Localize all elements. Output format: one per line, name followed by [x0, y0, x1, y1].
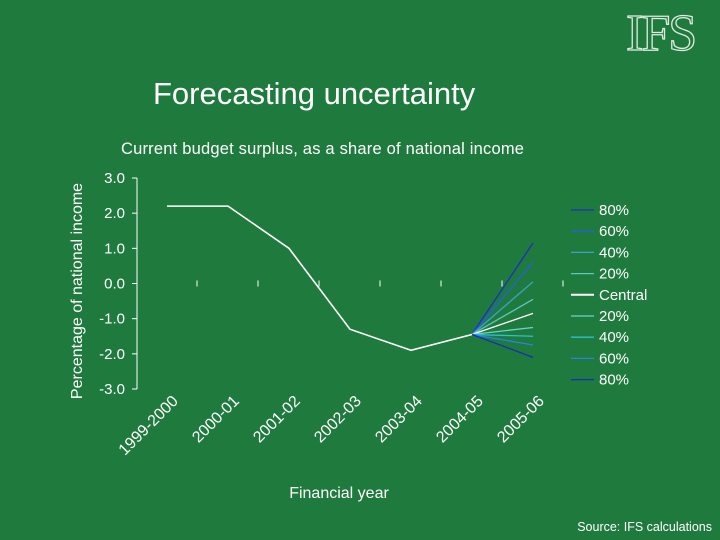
legend-label: 20%	[599, 308, 629, 325]
y-tick-label: 2.0	[104, 205, 125, 222]
ifs-logo: IFS	[625, 5, 697, 62]
slide-title: Forecasting uncertainty	[153, 76, 476, 111]
fan-line-1	[471, 261, 534, 335]
x-tick-label: 2003-04	[372, 393, 426, 447]
fan-line-4	[471, 312, 534, 336]
legend-label: 80%	[599, 372, 629, 389]
y-axis-title: Percentage of national income	[69, 183, 86, 399]
legend-label: 60%	[599, 223, 629, 240]
source-note: Source: IFS calculations	[577, 520, 712, 534]
fan-line-3	[471, 298, 534, 336]
x-tick-label: 2002-03	[311, 393, 365, 447]
chart-legend: 80% 60% 40% 20% Central 20% 40% 60% 80%	[571, 202, 647, 389]
chart-lines	[167, 205, 534, 358]
legend-label: Central	[599, 287, 647, 304]
legend-label: 60%	[599, 350, 629, 367]
y-tick-label: -1.0	[99, 311, 125, 328]
y-tick-label: -2.0	[99, 346, 125, 363]
fan-line-7	[471, 333, 534, 346]
y-tick-label: 3.0	[104, 170, 125, 187]
fan-line-5	[471, 326, 534, 336]
y-tick-label: 0.0	[104, 276, 125, 293]
x-tick-label: 2001-02	[250, 393, 304, 447]
fan-line-2	[471, 281, 534, 335]
fan-line-0	[471, 242, 534, 335]
fan-line-6	[471, 333, 534, 337]
chart-subtitle: Current budget surplus, as a share of na…	[121, 140, 525, 158]
legend-label: 40%	[599, 244, 629, 261]
legend-label: 20%	[599, 266, 629, 283]
y-tick-label: 1.0	[104, 240, 125, 257]
central-line	[167, 205, 473, 352]
legend-label: 40%	[599, 329, 629, 346]
x-tick-label: 2000-01	[189, 393, 243, 447]
legend-label: 80%	[599, 202, 629, 219]
x-axis-title: Financial year	[289, 485, 389, 502]
y-tick-label: -3.0	[99, 381, 125, 398]
x-tick-label: 1999-2000	[116, 393, 182, 459]
fan-line-8	[471, 333, 534, 358]
x-tick-label: 2005-06	[494, 393, 548, 447]
x-tick-label: 2004-05	[433, 393, 487, 447]
